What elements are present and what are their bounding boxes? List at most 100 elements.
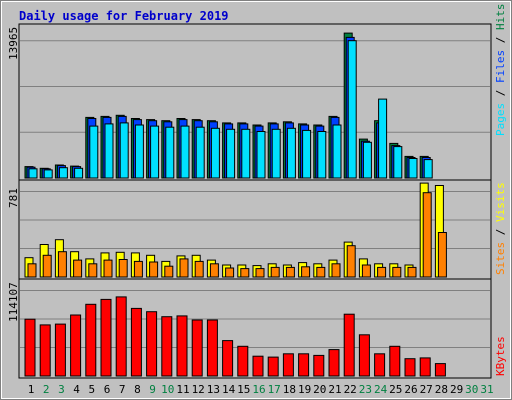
kbytes-bar-day-6 [100, 298, 112, 377]
pages-bar-day-3 [58, 167, 68, 179]
sites-bar-day-22 [346, 245, 356, 278]
day-label-23: 23 [359, 383, 372, 396]
day-label-19: 19 [298, 383, 311, 396]
legend-part: Files [494, 50, 507, 83]
pages-bar-day-19 [302, 129, 312, 179]
sites-bar-day-17 [270, 266, 280, 278]
kbytes-bar-day-12 [191, 319, 203, 377]
sites-bar-day-16 [255, 268, 265, 278]
kbytes-bar-day-18 [282, 353, 294, 377]
kbytes-bar-day-28 [434, 363, 446, 377]
mid-ymax-label: 781 [7, 188, 20, 208]
kbytes-bar-day-27 [419, 357, 431, 377]
day-label-1: 1 [28, 383, 35, 396]
pages-bar-day-23 [362, 141, 372, 179]
sites-bar-day-13 [209, 263, 219, 278]
kbytes-bar-day-5 [85, 303, 97, 377]
sites-bar-day-8 [133, 260, 143, 278]
legend-part: Pages [494, 103, 507, 136]
day-label-22: 22 [344, 383, 357, 396]
x-axis-day-labels: 1 2 3 4 5 6 7 8 9 10 11 12 13 14 15 16 17 18 19 20 21 22 23 24 2… [28, 383, 494, 396]
kbytes-bar-day-19 [298, 353, 310, 377]
day-label-20: 20 [313, 383, 326, 396]
panel-mid-frame [18, 179, 492, 280]
sites-bar-day-7 [118, 259, 128, 278]
kbytes-bar-day-4 [70, 314, 82, 377]
sites-bar-day-25 [392, 266, 402, 278]
kbytes-bar-day-10 [161, 316, 173, 377]
legend-kbytes: KBytes [494, 336, 507, 376]
pages-bar-day-2 [43, 169, 53, 179]
day-label-12: 12 [192, 383, 205, 396]
visits-sites-panel [18, 179, 492, 280]
sites-bar-day-12 [194, 260, 204, 278]
day-label-4: 4 [73, 383, 80, 396]
day-label-8: 8 [134, 383, 141, 396]
sites-bar-day-10 [164, 265, 174, 278]
kbytes-bar-day-16 [252, 355, 264, 377]
pages-bar-day-14 [226, 128, 236, 179]
day-label-3: 3 [58, 383, 65, 396]
sites-bar-day-18 [285, 266, 295, 278]
sites-bar-day-15 [240, 268, 250, 278]
kbytes-bar-day-13 [206, 319, 218, 377]
pages-bar-day-7 [119, 122, 129, 179]
day-label-31: 31 [480, 383, 493, 396]
kbytes-bar-day-7 [115, 296, 127, 377]
day-label-29: 29 [450, 383, 463, 396]
pages-bar-day-1 [28, 168, 38, 179]
pages-bar-day-13 [210, 127, 220, 179]
kbytes-bar-day-22 [343, 313, 355, 377]
legend-part: Visits [494, 182, 507, 222]
pages-bar-day-10 [165, 126, 175, 179]
bars-layer [20, 32, 490, 377]
day-label-13: 13 [207, 383, 220, 396]
day-label-30: 30 [465, 383, 478, 396]
sites-bar-day-26 [407, 266, 417, 278]
sites-bar-day-19 [301, 266, 311, 278]
sites-bar-day-21 [331, 263, 341, 278]
pages-bar-day-25 [393, 146, 403, 179]
day-label-24: 24 [374, 383, 388, 396]
kbytes-bar-day-26 [404, 358, 416, 377]
kbytes-bar-day-25 [389, 345, 401, 377]
kbytes-bar-day-15 [237, 345, 249, 377]
kbytes-bar-day-23 [358, 334, 370, 377]
day-label-7: 7 [119, 383, 126, 396]
pages-bar-day-12 [195, 126, 205, 179]
kbytes-bar-day-3 [54, 323, 66, 377]
day-label-14: 14 [222, 383, 236, 396]
kbytes-bar-day-11 [176, 315, 188, 377]
sites-bar-day-1 [27, 263, 37, 278]
pages-bar-day-15 [241, 128, 251, 179]
kbytes-bar-day-8 [130, 307, 142, 377]
kbytes-bar-day-17 [267, 356, 279, 377]
pages-bar-day-21 [332, 124, 342, 179]
pages-bar-day-9 [150, 125, 160, 179]
sites-bar-day-5 [88, 263, 98, 278]
legend-part: / [494, 83, 507, 103]
kbytes-bar-day-24 [374, 353, 386, 377]
day-label-28: 28 [435, 383, 448, 396]
day-label-10: 10 [161, 383, 174, 396]
sites-bar-day-2 [42, 254, 52, 278]
day-label-16: 16 [252, 383, 265, 396]
pages-bar-day-20 [317, 131, 327, 179]
legend-sites-visits: Sites / Visits [494, 182, 507, 275]
sites-bar-day-6 [103, 259, 113, 278]
day-label-27: 27 [420, 383, 433, 396]
kbytes-bar-day-21 [328, 349, 340, 377]
legend-part: KBytes [494, 336, 507, 376]
pages-bar-day-27 [423, 159, 433, 179]
kbytes-bar-day-20 [313, 354, 325, 377]
pages-bar-day-5 [89, 125, 99, 179]
sites-bar-day-11 [179, 258, 189, 278]
legend-pages-files-hits: Pages / Files / Hits [494, 4, 507, 137]
sites-bar-day-3 [57, 251, 67, 278]
sites-bar-day-28 [437, 232, 447, 278]
sites-bar-day-23 [361, 264, 371, 278]
day-label-6: 6 [104, 383, 111, 396]
kbytes-bar-day-1 [24, 318, 36, 377]
